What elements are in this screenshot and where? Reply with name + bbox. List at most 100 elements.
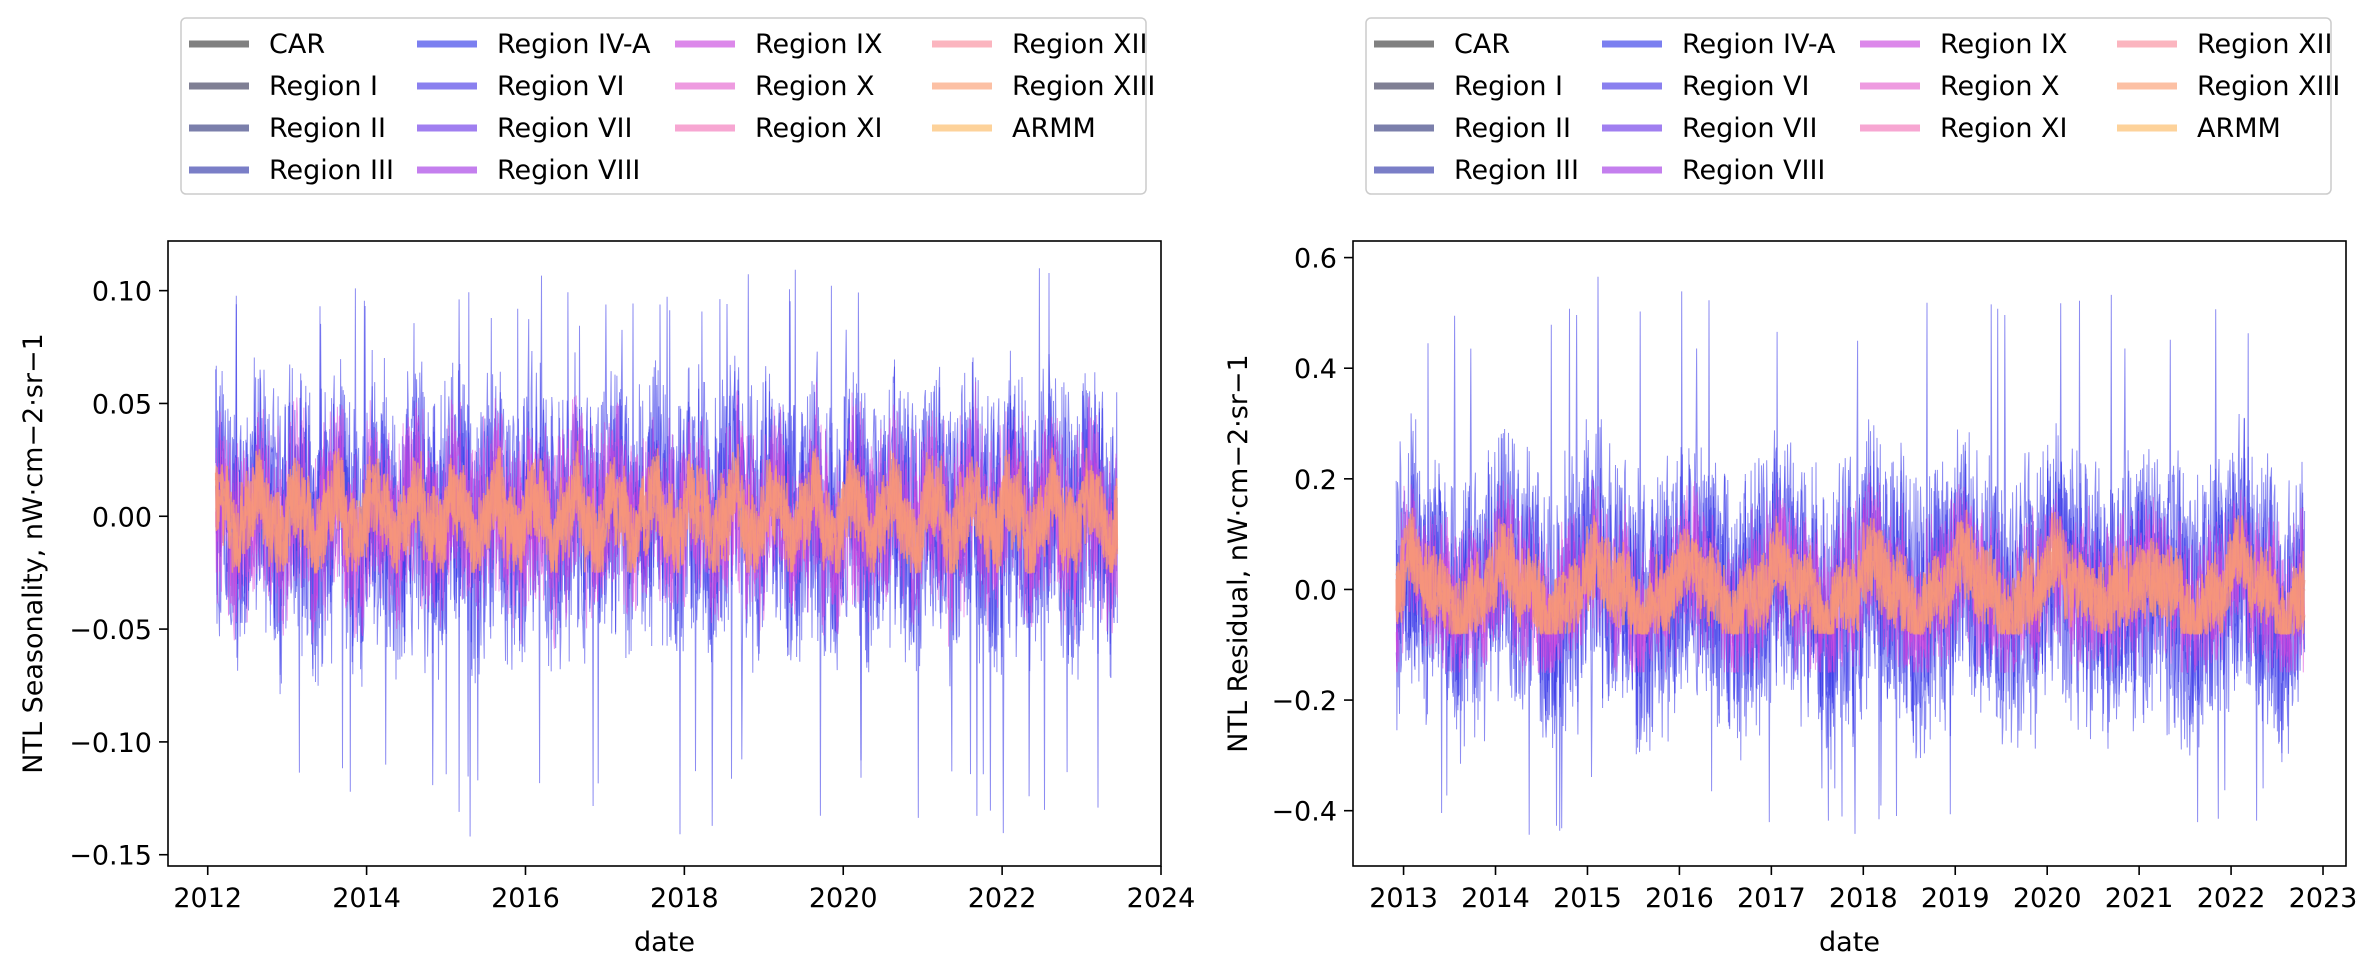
legend-item: Region IV-A xyxy=(1602,29,1836,60)
legend-label: CAR xyxy=(269,29,325,60)
x-tick-label: 2015 xyxy=(1553,883,1622,914)
y-tick-label: −0.10 xyxy=(69,728,152,759)
x-tick-label: 2018 xyxy=(1829,883,1898,914)
legend-item: Region III xyxy=(189,155,394,186)
legend-item: Region XIII xyxy=(932,71,1155,102)
x-tick-label: 2020 xyxy=(809,883,878,914)
legend-item: Region III xyxy=(1374,155,1579,186)
y-tick-label: −0.15 xyxy=(69,841,152,872)
legend-label: Region IV-A xyxy=(1682,29,1836,60)
legend-label: Region VII xyxy=(497,113,632,144)
x-axis-label: date xyxy=(1819,927,1880,958)
y-tick-label: 0.05 xyxy=(92,389,152,420)
legend-label: Region IX xyxy=(1940,29,2067,60)
legend-label: Region IV-A xyxy=(497,29,651,60)
y-axis-label: NTL Seasonality, nW·cm−2·sr−1 xyxy=(18,333,49,773)
x-tick-label: 2023 xyxy=(2289,883,2358,914)
legend-label: Region XIII xyxy=(1012,71,1155,102)
legend-label: Region III xyxy=(1454,155,1579,186)
x-tick-label: 2016 xyxy=(1645,883,1714,914)
legend-item: Region VII xyxy=(1602,113,1817,144)
legend-item: CAR xyxy=(189,29,325,60)
legend-label: Region XI xyxy=(1940,113,2067,144)
legend-label: Region VIII xyxy=(1682,155,1825,186)
legend-label: Region III xyxy=(269,155,394,186)
y-tick-label: 0.0 xyxy=(1294,575,1337,606)
legend-label: Region II xyxy=(269,113,386,144)
x-tick-label: 2021 xyxy=(2105,883,2174,914)
legend-item: Region I xyxy=(189,71,378,102)
legend-item: Region VI xyxy=(1602,71,1809,102)
y-tick-label: 0.2 xyxy=(1294,465,1337,496)
legend-item: Region XII xyxy=(2117,29,2332,60)
legend-label: Region XI xyxy=(755,113,882,144)
seasonality-legend: CAR Region I Region II Region III Region IV-… xyxy=(180,17,1155,195)
legend-label: Region VIII xyxy=(497,155,640,186)
legend-label: Region I xyxy=(1454,71,1563,102)
legend-item: Region XII xyxy=(932,29,1147,60)
legend-label: Region XII xyxy=(2197,29,2332,60)
x-tick-label: 2022 xyxy=(968,883,1037,914)
legend-label: Region X xyxy=(1940,71,2060,102)
series-trace xyxy=(1395,513,2306,637)
y-tick-label: 0.10 xyxy=(92,277,152,308)
legend-label: Region VII xyxy=(1682,113,1817,144)
x-tick-label: 2014 xyxy=(332,883,401,914)
x-tick-label: 2018 xyxy=(650,883,719,914)
legend-item: Region XI xyxy=(675,113,882,144)
legend-item: Region XIII xyxy=(2117,71,2340,102)
legend-label: Region I xyxy=(269,71,378,102)
x-tick-label: 2022 xyxy=(2197,883,2266,914)
x-tick-label: 2014 xyxy=(1461,883,1530,914)
legend-item: Region X xyxy=(1860,71,2060,102)
y-axis-label: NTL Residual, nW·cm−2·sr−1 xyxy=(1223,354,1254,752)
y-tick-label: −0.4 xyxy=(1271,797,1337,828)
legend-label: Region VI xyxy=(1682,71,1809,102)
legend-item: Region II xyxy=(189,113,386,144)
seasonality-panel: CAR Region I Region II Region III Region IV-… xyxy=(18,17,1196,958)
x-tick-label: 2013 xyxy=(1369,883,1438,914)
x-axis-label: date xyxy=(634,927,695,958)
legend-item: Region VIII xyxy=(1602,155,1825,186)
legend-label: ARMM xyxy=(2197,113,2281,144)
legend-item: Region I xyxy=(1374,71,1563,102)
legend-label: Region IX xyxy=(755,29,882,60)
legend-label: ARMM xyxy=(1012,113,1096,144)
legend-label: Region XII xyxy=(1012,29,1147,60)
legend-frame xyxy=(180,17,1147,195)
legend-item: Region IV-A xyxy=(417,29,651,60)
legend-item: ARMM xyxy=(932,113,1096,144)
legend-label: Region VI xyxy=(497,71,624,102)
axes-frame xyxy=(167,240,1162,867)
x-tick-label: 2024 xyxy=(1127,883,1196,914)
residual-series xyxy=(1395,276,2306,835)
y-tick-label: −0.05 xyxy=(69,615,152,646)
x-tick-label: 2019 xyxy=(1921,883,1990,914)
residual-panel: CAR Region I Region II Region III Region IV-… xyxy=(1223,17,2358,958)
residual-legend: CAR Region I Region II Region III Region IV-… xyxy=(1365,17,2340,195)
y-tick-label: 0.6 xyxy=(1294,244,1337,275)
legend-label: Region II xyxy=(1454,113,1571,144)
x-tick-label: 2020 xyxy=(2013,883,2082,914)
legend-item: Region II xyxy=(1374,113,1571,144)
legend-label: Region X xyxy=(755,71,875,102)
legend-item: Region X xyxy=(675,71,875,102)
x-tick-label: 2016 xyxy=(491,883,560,914)
legend-label: CAR xyxy=(1454,29,1510,60)
y-tick-label: −0.2 xyxy=(1271,686,1337,717)
legend-item: Region VIII xyxy=(417,155,640,186)
axes-frame xyxy=(1352,240,2347,867)
legend-item: ARMM xyxy=(2117,113,2281,144)
x-tick-label: 2012 xyxy=(173,883,242,914)
y-tick-label: 0.00 xyxy=(92,502,152,533)
y-tick-label: 0.4 xyxy=(1294,354,1337,385)
legend-frame xyxy=(1365,17,2332,195)
seasonality-series xyxy=(214,268,1119,837)
legend-item: CAR xyxy=(1374,29,1510,60)
legend-item: Region IX xyxy=(675,29,882,60)
legend-item: Region VII xyxy=(417,113,632,144)
legend-label: Region XIII xyxy=(2197,71,2340,102)
x-tick-label: 2017 xyxy=(1737,883,1806,914)
series-trace xyxy=(214,446,1119,575)
